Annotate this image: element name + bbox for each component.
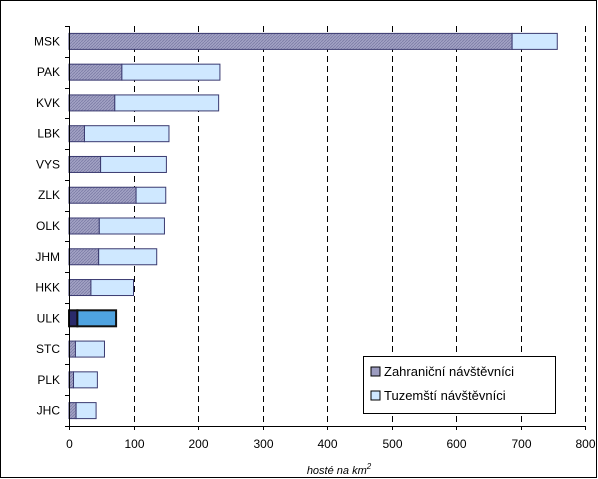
bar-lbk-foreign <box>68 125 85 143</box>
bar-hkk-foreign <box>68 279 92 297</box>
legend-box <box>363 356 556 414</box>
bar-lbk-domestic <box>83 125 170 143</box>
y-tick-label: MSK <box>34 34 60 48</box>
x-tick-label: 700 <box>511 437 531 451</box>
x-tick-label: 0 <box>66 437 73 451</box>
x-axis-title: hosté na km2 <box>307 462 372 477</box>
bar-plk-domestic <box>73 371 98 389</box>
y-tick-label: JHC <box>37 404 61 418</box>
labels: MSK PAK KVK LBK VYS ZLK OLK JHM HKK ULK STC PLK JHC 0… <box>34 34 596 451</box>
bar-zlk-foreign <box>68 186 137 204</box>
bar-kvk-foreign <box>68 94 116 112</box>
y-tick-label: LBK <box>37 127 60 141</box>
legend-swatch-domestic <box>370 390 381 401</box>
bar-kvk-domestic <box>114 94 220 112</box>
x-tick-label: 600 <box>446 437 466 451</box>
bar-msk-foreign <box>68 32 513 50</box>
y-tick-label: KVK <box>36 96 60 110</box>
legend-label-domestic: Tuzemští návštěvníci <box>384 388 506 403</box>
x-tick-label: 400 <box>317 437 337 451</box>
y-tick-label: HKK <box>35 281 60 295</box>
y-tick-label: STC <box>36 342 60 356</box>
y-tick-label: ULK <box>37 311 60 325</box>
x-tick-label: 100 <box>124 437 144 451</box>
bar-jhc-foreign <box>68 402 77 420</box>
bar-vys-foreign <box>68 155 102 173</box>
y-tick-label: PAK <box>37 65 60 79</box>
axes <box>65 26 586 430</box>
x-tick-label: 200 <box>188 437 208 451</box>
legend-swatch-foreign <box>370 366 381 377</box>
bar-msk-domestic <box>511 32 558 50</box>
bar-jhm-foreign <box>68 248 100 266</box>
legend-label-foreign: Zahraniční návštěvníci <box>384 364 514 379</box>
legend: Zahraniční návštěvníci Tuzemští návštěvn… <box>363 356 556 414</box>
bar-jhm-domestic <box>98 248 158 266</box>
x-tick-label: 800 <box>575 437 595 451</box>
bar-ulk-domestic <box>76 309 118 328</box>
y-tick-label: VYS <box>36 157 60 171</box>
y-tick-label: OLK <box>36 219 60 233</box>
x-axis-title-text: hosté na km <box>307 465 367 477</box>
y-tick-label: JHM <box>35 250 60 264</box>
bar-olk-domestic <box>98 217 165 235</box>
bar-pak-domestic <box>121 63 221 81</box>
bar-pak-foreign <box>68 63 123 81</box>
x-tick-label: 300 <box>253 437 273 451</box>
bar-hkk-domestic <box>90 279 134 297</box>
x-axis-title-superscript: 2 <box>366 462 372 471</box>
y-tick-label: PLK <box>37 373 60 387</box>
x-tick-label: 500 <box>382 437 402 451</box>
bar-ulk-foreign <box>68 309 79 328</box>
bar-jhc-domestic <box>75 402 97 420</box>
bar-vys-domestic <box>100 155 167 173</box>
bar-olk-foreign <box>68 217 100 235</box>
bars <box>68 32 558 420</box>
bar-stc-domestic <box>74 340 105 358</box>
y-tick-label: ZLK <box>38 188 60 202</box>
bar-zlk-domestic <box>135 186 167 204</box>
